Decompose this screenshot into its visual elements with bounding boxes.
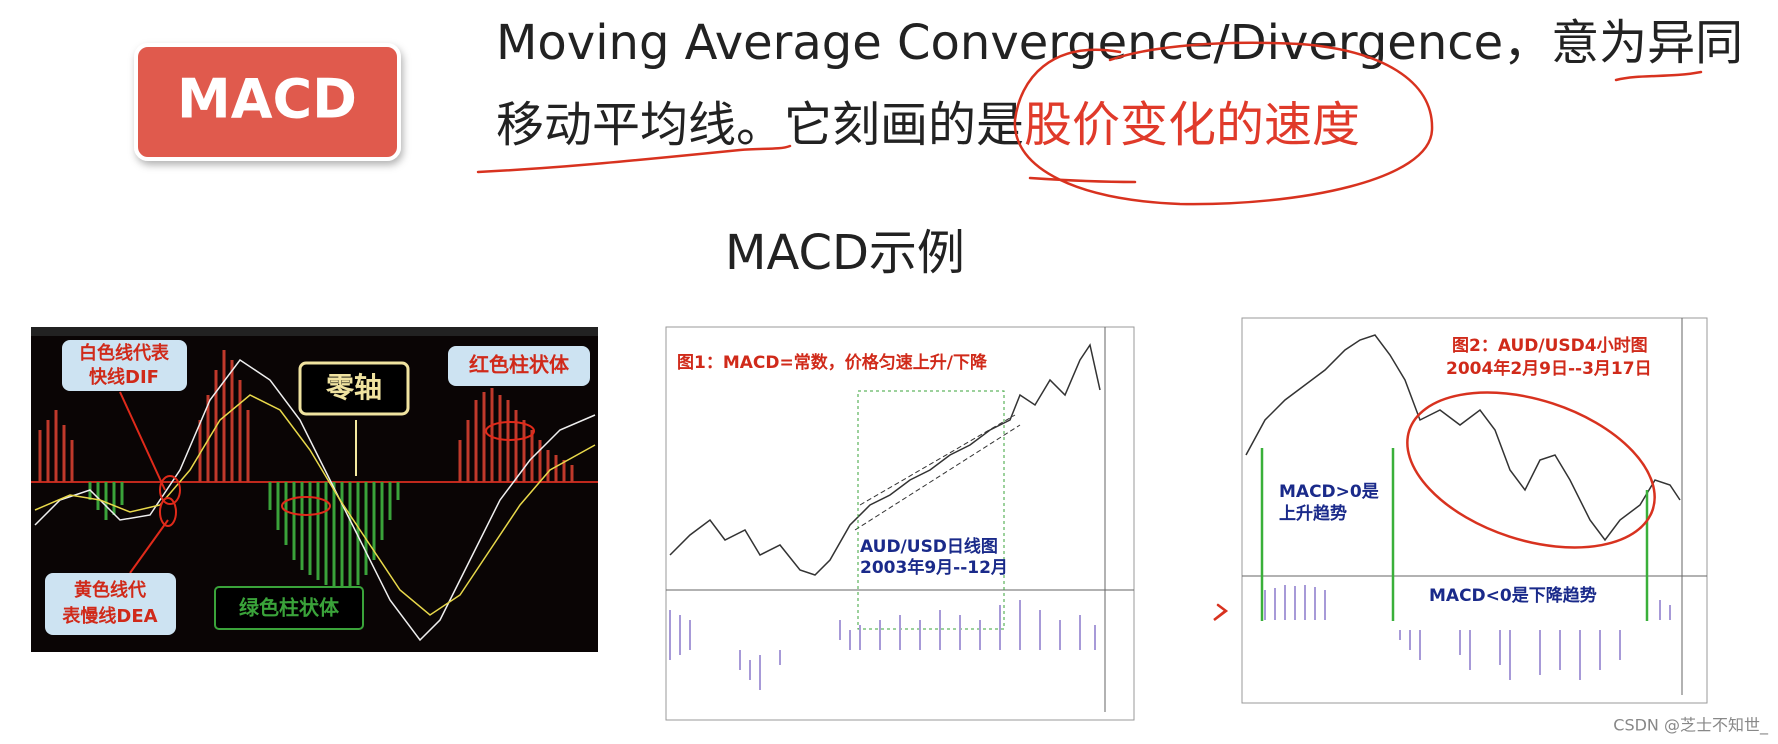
figure-label: AUD/USD日线图 — [860, 536, 998, 557]
headline-line1: Moving Average Convergence/Divergence，意为… — [496, 15, 1743, 71]
figure-bg — [665, 326, 1135, 721]
figure-label: 红色柱状体 — [469, 353, 570, 377]
figure-label: 图2：AUD/USD4小时图 — [1452, 336, 1648, 356]
figure-bg — [1241, 317, 1708, 704]
figure-label: 表慢线DEA — [62, 605, 157, 627]
figure-3: 图2：AUD/USD4小时图 2004年2月9日--3月17日 MACD>0是 … — [1241, 317, 1708, 704]
label-box — [448, 346, 590, 386]
figure-label: 快线DIF — [89, 366, 159, 388]
marker-lines — [1260, 448, 1649, 621]
label-box — [214, 586, 364, 630]
handwriting — [476, 41, 1703, 621]
badge-text: MACD — [177, 68, 357, 131]
figure-label: 上升趋势 — [1279, 503, 1347, 524]
price-line — [669, 343, 1101, 576]
dea-line — [34, 394, 596, 616]
red-histogram — [38, 350, 574, 482]
headline-line2: 移动平均线。它刻画的是股价变化的速度 — [496, 97, 1360, 153]
figure-2: 图1：MACD=常数，价格匀速上升/下降 AUD/USD日线图 2003年9月-… — [665, 326, 1135, 721]
figure-label: 2003年9月--12月 — [860, 557, 1008, 578]
handwriting-ellipse — [1406, 391, 1656, 549]
annotations — [119, 391, 535, 574]
label-box — [45, 573, 176, 635]
watermark: CSDN @芝士不知世_ — [1613, 716, 1769, 736]
figure-label: 图1：MACD=常数，价格匀速上升/下降 — [677, 352, 988, 373]
figure-1: 白色线代表 快线DIF 零轴 红色柱状体 黄色线代 表慢线DEA 绿色柱状体 — [31, 327, 598, 652]
figure-label: 白色线代表 — [79, 342, 170, 364]
figure-label: MACD>0是 — [1279, 482, 1379, 502]
label-box — [298, 361, 410, 416]
highlight-box — [857, 390, 1005, 630]
dif-line — [34, 358, 596, 642]
section-title: MACD示例 — [725, 225, 965, 281]
headline-text: 移动平均线。它刻画的是 — [496, 97, 1024, 153]
headline-highlight: 股价变化的速度 — [1024, 97, 1360, 153]
channel — [854, 414, 1021, 531]
figure-label: 绿色柱状体 — [239, 596, 340, 620]
figure-label: 零轴 — [326, 371, 382, 404]
macd-histogram — [1264, 585, 1671, 680]
figure-label: MACD<0是下降趋势 — [1429, 585, 1597, 606]
figure-label: 黄色线代 — [74, 579, 146, 601]
figure-header — [31, 327, 598, 336]
badge — [134, 43, 401, 161]
macd-histogram — [669, 600, 1096, 690]
price-line — [1245, 334, 1681, 542]
label-box — [62, 340, 187, 391]
figure-label: 2004年2月9日--3月17日 — [1446, 358, 1652, 379]
